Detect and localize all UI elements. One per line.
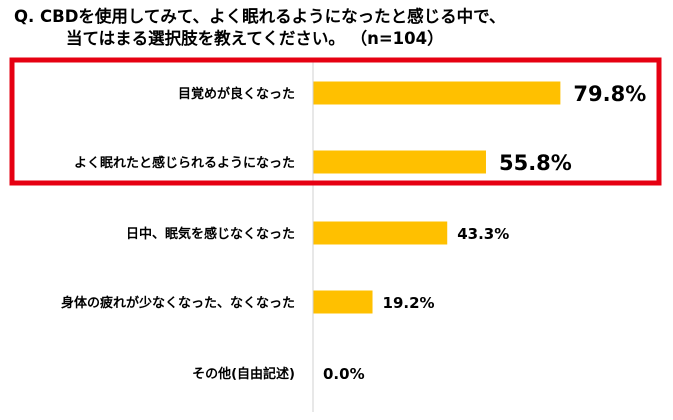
chart-title: Q. CBDを使用してみて、よく眠れるようになったと感じる中で、 当てはまる選択… — [14, 6, 664, 50]
bar — [313, 290, 373, 314]
sample-size: （n=104） — [358, 29, 444, 48]
value-label: 0.0% — [323, 365, 365, 383]
title-line-1: Q. CBDを使用してみて、よく眠れるようになったと感じる中で、 — [14, 7, 506, 26]
highlight-box — [9, 57, 662, 186]
category-label: その他(自由記述) — [192, 366, 295, 382]
category-label: 日中、眠気を感じなくなった — [126, 226, 295, 242]
title-line-2: 当てはまる選択肢を教えてください。 — [66, 29, 345, 48]
value-label: 79.8% — [573, 82, 646, 106]
bar — [313, 221, 448, 245]
value-label: 19.2% — [383, 294, 435, 312]
category-label: 目覚めが良くなった — [178, 86, 295, 102]
value-label: 55.8% — [499, 151, 572, 175]
title-line-2-wrap: 当てはまる選択肢を教えてください。 （n=104） — [14, 28, 664, 50]
category-label: よく眠れたと感じられるようになった — [74, 155, 295, 171]
category-label: 身体の疲れが少なくなった、なくなった — [61, 295, 295, 311]
value-label: 43.3% — [457, 225, 509, 243]
bar — [313, 150, 486, 174]
bar — [313, 81, 561, 105]
